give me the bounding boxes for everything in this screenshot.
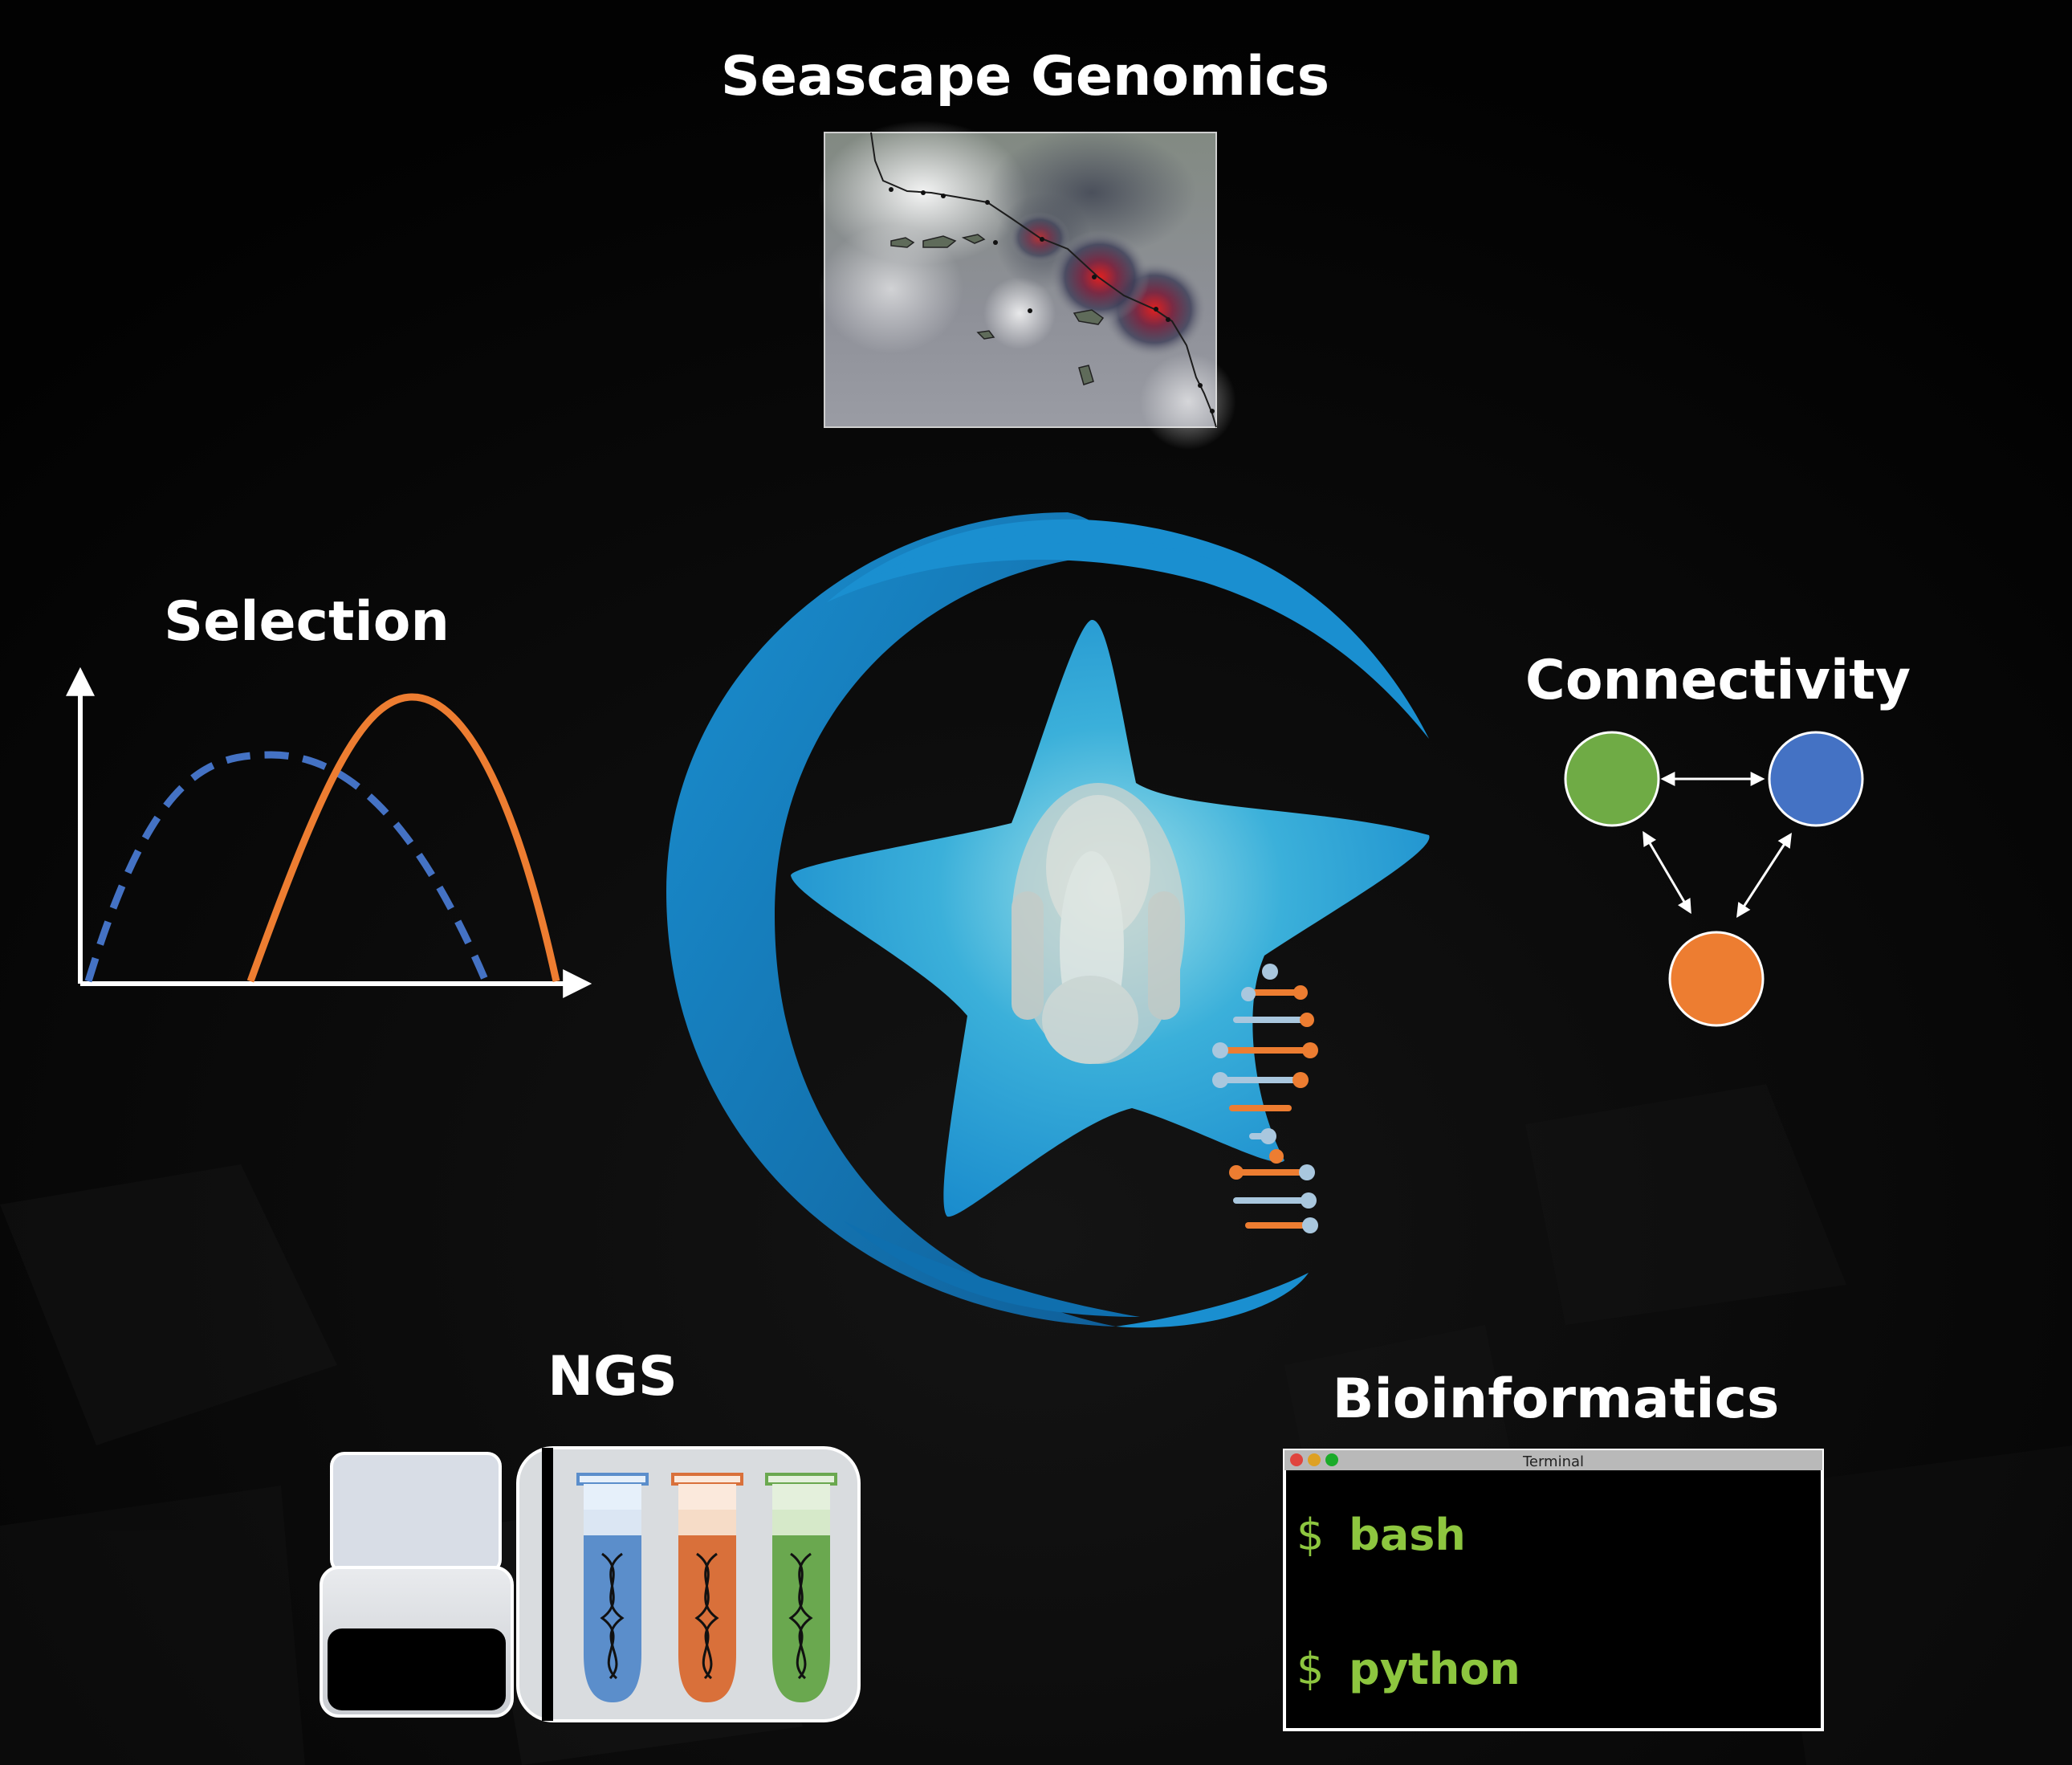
ngs-title: NGS xyxy=(548,1345,678,1408)
terminal-window: Terminal $ bash $ python xyxy=(1283,1449,1824,1731)
close-icon[interactable] xyxy=(1290,1453,1303,1466)
dna-helix-icon xyxy=(1212,964,1318,1233)
node-blue xyxy=(1768,731,1864,827)
minimize-icon[interactable] xyxy=(1308,1453,1321,1466)
sea-star-logo-icon xyxy=(666,512,1430,1328)
fitness-curves-icon xyxy=(66,666,592,998)
bioinformatics-title: Bioinformatics xyxy=(1333,1368,1780,1431)
heatmap-coastline-icon xyxy=(819,120,1236,450)
connectivity-title: Connectivity xyxy=(1525,649,1911,712)
terminal-prompt: $ xyxy=(1297,1644,1324,1694)
terminal-prompt: $ xyxy=(1297,1510,1324,1560)
tube-green xyxy=(765,1473,837,1702)
background-texture xyxy=(0,1084,2072,1765)
tube-blue xyxy=(576,1473,649,1702)
terminal-line-1: $ bash xyxy=(1297,1510,1466,1560)
terminal-line-2: $ python xyxy=(1297,1644,1520,1694)
terminal-command-python: python xyxy=(1349,1644,1520,1694)
terminal-command-bash: bash xyxy=(1349,1510,1466,1560)
three-node-network-icon xyxy=(1564,731,1864,1027)
tube-orange xyxy=(671,1473,743,1702)
node-orange xyxy=(1668,931,1765,1027)
maximize-icon[interactable] xyxy=(1325,1453,1338,1466)
selection-title: Selection xyxy=(164,590,450,654)
sequencer-machine-icon xyxy=(320,1452,514,1718)
node-green xyxy=(1564,731,1660,827)
selected-curve xyxy=(246,693,560,983)
dna-sample-tubes-icon xyxy=(516,1446,861,1722)
terminal-titlebar xyxy=(1284,1450,1822,1470)
baseline-curve xyxy=(84,751,490,983)
terminal-window-title: Terminal xyxy=(1522,1453,1584,1470)
seascape-title: Seascape Genomics xyxy=(721,45,1329,108)
